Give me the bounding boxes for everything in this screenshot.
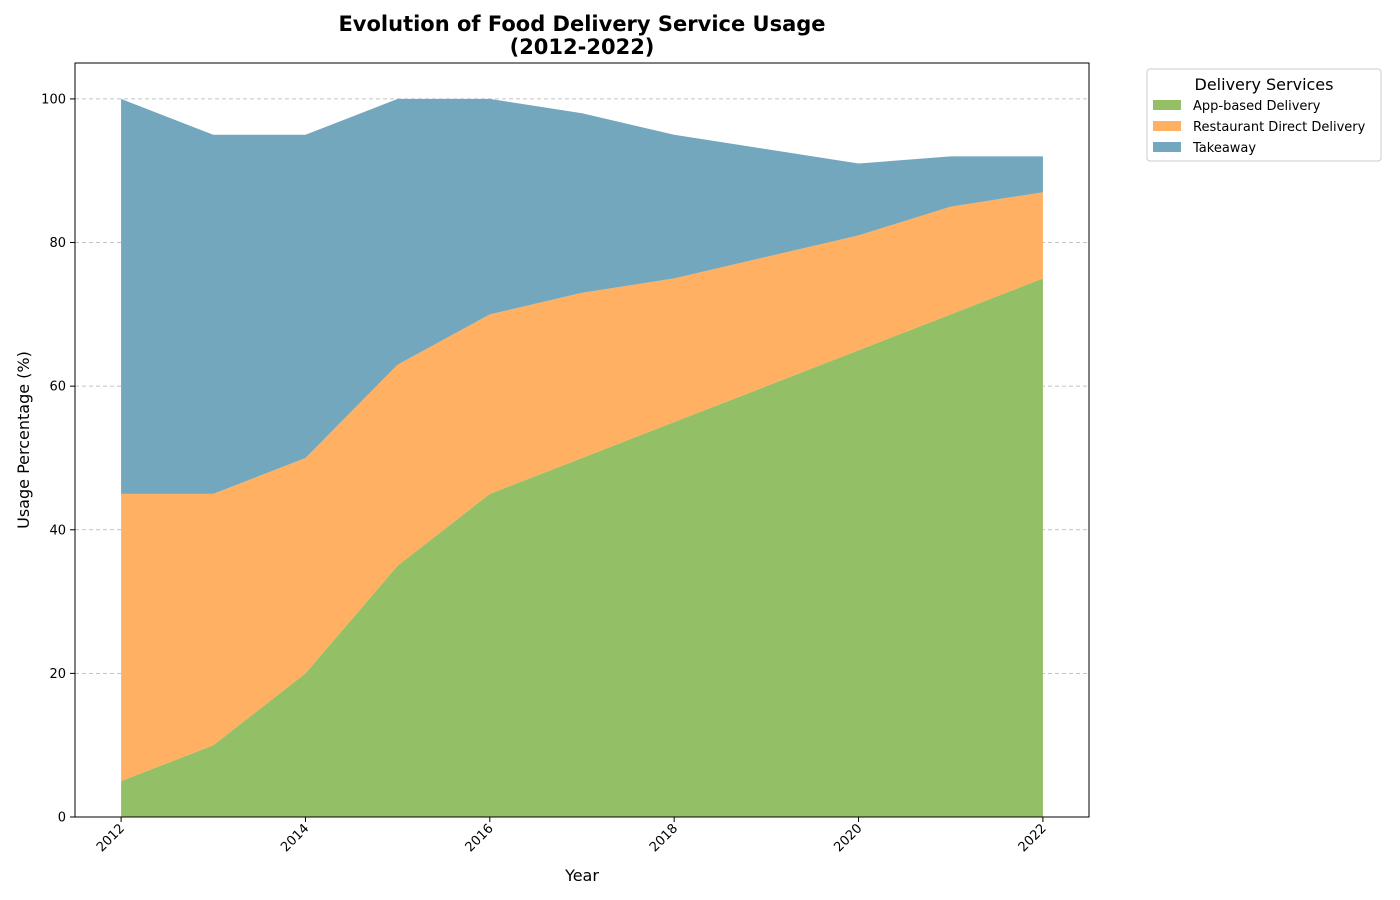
chart-title-line-2: (2012-2022): [510, 35, 655, 59]
legend-swatch-restaurant-direct-delivery: [1153, 121, 1181, 131]
y-axis-ticks: 0 20 40 60 80 100: [41, 92, 75, 826]
x-tick-label-2014: 2014: [278, 821, 312, 855]
legend-label-takeaway: Takeaway: [1192, 141, 1256, 156]
stacked-areas: [121, 98, 1043, 817]
legend-title: Delivery Services: [1195, 75, 1334, 94]
area-takeaway: [121, 98, 1043, 494]
y-tick-label-100: 100: [41, 92, 66, 107]
plot-frame: [74, 62, 1090, 818]
legend-label-restaurant-direct-delivery: Restaurant Direct Delivery: [1193, 120, 1366, 135]
x-tick-label-2022: 2022: [1016, 821, 1050, 855]
y-tick-label-0: 0: [58, 811, 66, 826]
x-axis-ticks: 2012 2014 2016 2018 2020 2022: [94, 817, 1050, 855]
x-axis-label: Year: [564, 866, 599, 885]
legend-box: [1146, 68, 1382, 162]
area-restaurant-direct-delivery: [121, 192, 1043, 782]
x-tick-label-2018: 2018: [647, 821, 681, 855]
y-tick-label-40: 40: [49, 523, 66, 538]
legend-items: App-based Delivery Restaurant Direct Deli…: [1153, 99, 1366, 156]
chart-title-line-1: Evolution of Food Delivery Service Usage: [338, 12, 825, 36]
legend-swatch-app-based-delivery: [1153, 100, 1181, 110]
legend-label-app-based-delivery: App-based Delivery: [1193, 99, 1321, 114]
x-tick-label-2016: 2016: [463, 821, 497, 855]
legend-swatch-takeaway: [1153, 142, 1181, 152]
y-tick-label-60: 60: [49, 380, 66, 395]
legend: Delivery Services App-based Delivery Rest…: [1146, 68, 1382, 162]
y-tick-label-20: 20: [49, 667, 66, 682]
area-app-based-delivery: [121, 278, 1043, 817]
y-axis-label: Usage Percentage (%): [14, 351, 33, 529]
y-tick-label-80: 80: [49, 236, 66, 251]
x-tick-label-2012: 2012: [94, 821, 128, 855]
x-tick-label-2020: 2020: [831, 821, 865, 855]
